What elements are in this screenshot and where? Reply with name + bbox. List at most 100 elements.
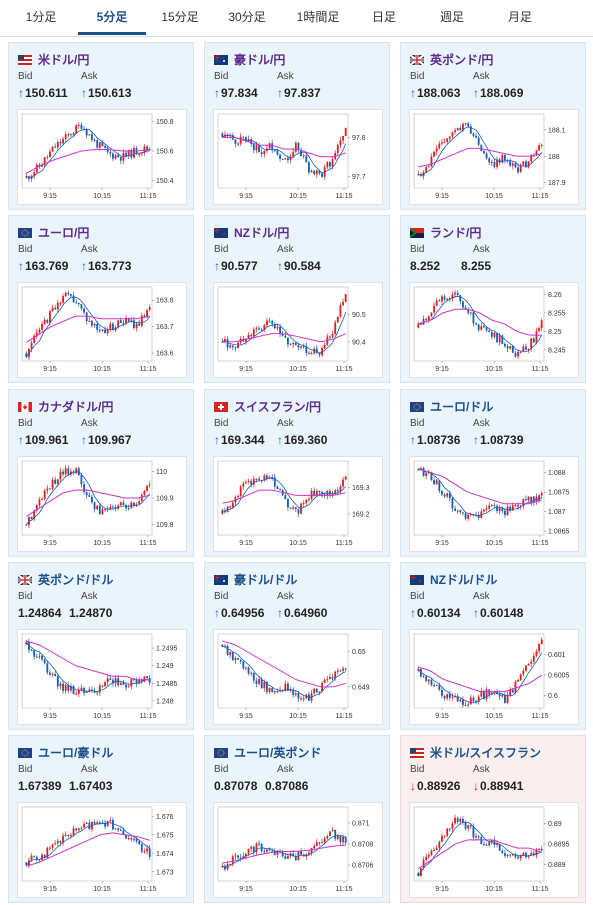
currency-pair-title[interactable]: 米ドル/円 — [18, 51, 89, 67]
rate-card[interactable]: 豪ドル/円 Bid Ask ↑97.834 ↑97.837 97.8 97.7 9:15 10:… — [204, 42, 390, 210]
candle-body — [140, 494, 143, 502]
currency-pair-title[interactable]: ユーロ/英ポンド — [214, 744, 321, 760]
candle-body — [504, 154, 506, 161]
candle-body — [540, 144, 543, 146]
candle-body — [318, 691, 321, 693]
currency-pair-title[interactable]: スイスフラン/円 — [214, 398, 321, 414]
currency-pair-title[interactable]: NZドル/円 — [214, 224, 289, 240]
mini-chart[interactable]: 1.2495 1.249 1.2485 1.248 9:15 10:15 11:15 — [17, 629, 187, 725]
currency-pair-title[interactable]: NZドル/ドル — [410, 571, 497, 587]
candle-body — [101, 509, 104, 515]
candle-body — [433, 850, 435, 852]
tab-7[interactable]: 週足 — [439, 10, 464, 24]
candle-body — [475, 836, 477, 838]
rate-card[interactable]: ユーロ/豪ドル Bid Ask 1.67389 1.67403 1.676 1.675 1.6… — [8, 735, 194, 903]
candle-body — [308, 352, 310, 354]
rate-card[interactable]: NZドル/ドル Bid Ask ↑0.60134 ↑0.60148 0.601 0.6005… — [400, 562, 586, 730]
currency-pair-title[interactable]: 米ドル/スイスフラン — [410, 744, 541, 760]
rate-card[interactable]: ユーロ/円 Bid Ask ↑163.769 ↑163.773 163.8 163.7 163… — [8, 215, 194, 383]
candle-body — [122, 502, 125, 505]
mini-chart[interactable]: 0.89 0.8895 0.889 9:15 10:15 11:15 — [409, 802, 579, 898]
currency-pair-title[interactable]: 豪ドル/円 — [214, 51, 285, 67]
candle-body — [323, 344, 326, 349]
mini-chart[interactable]: 0.65 0.649 9:15 10:15 11:15 — [213, 629, 383, 725]
currency-pair-name[interactable]: 米ドル/スイスフラン — [430, 746, 541, 760]
mini-chart[interactable]: 97.8 97.7 9:15 10:15 11:15 — [213, 109, 383, 205]
bid-price-value: 1.67389 — [18, 779, 62, 793]
currency-pair-title[interactable]: ユーロ/豪ドル — [18, 744, 113, 760]
currency-pair-name[interactable]: ユーロ/ドル — [430, 400, 494, 414]
x-tick-label: 9:15 — [239, 193, 253, 200]
currency-pair-name[interactable]: カナダドル/円 — [38, 400, 114, 414]
mini-chart[interactable]: 169.3 169.2 9:15 10:15 11:15 — [213, 456, 383, 552]
rate-card[interactable]: 米ドル/スイスフラン Bid Ask ↓0.88926 ↓0.88941 0.89 0.88… — [400, 735, 586, 903]
candle-body — [77, 302, 80, 305]
rate-card[interactable]: 豪ドル/ドル Bid Ask ↑0.64956 ↑0.64960 0.65 0.649 9:1… — [204, 562, 390, 730]
rate-card[interactable]: スイスフラン/円 Bid Ask ↑169.344 ↑169.360 169.3 169.2… — [204, 389, 390, 557]
rate-card[interactable]: 英ポンド/ドル Bid Ask 1.24864 1.24870 1.2495 1.249 1.… — [8, 562, 194, 730]
currency-pair-name[interactable]: ユーロ/円 — [38, 226, 90, 240]
candle-body — [422, 676, 425, 678]
candle-body — [315, 688, 318, 693]
currency-pair-name[interactable]: 米ドル/円 — [38, 53, 90, 67]
candle-body — [242, 661, 245, 669]
rate-card[interactable]: NZドル/円 Bid Ask ↑90.577 ↑90.584 90.5 90.4 9:15 10… — [204, 215, 390, 383]
currency-pair-name[interactable]: NZドル/ドル — [430, 573, 498, 587]
tab-5[interactable]: 1時間足 — [296, 10, 340, 24]
long-moving-average-line — [26, 832, 150, 867]
ask-price: ↑0.60148 — [473, 606, 523, 620]
candle-body — [263, 150, 266, 155]
currency-pair-name[interactable]: 英ポンド/ドル — [38, 573, 114, 587]
currency-pair-title[interactable]: ランド/円 — [410, 224, 481, 240]
candle-body — [109, 820, 112, 822]
currency-pair-name[interactable]: スイスフラン/円 — [234, 400, 321, 414]
tab-4[interactable]: 30分足 — [228, 10, 266, 24]
candle-body — [266, 681, 268, 692]
tab-8[interactable]: 月足 — [507, 10, 532, 24]
mini-chart[interactable]: 188.1 188 187.9 9:15 10:15 11:15 — [409, 109, 579, 205]
rate-card[interactable]: 米ドル/円 Bid Ask ↑150.611 ↑150.613 150.8 150.6 150… — [8, 42, 194, 210]
mini-chart[interactable]: 1.088 1.0875 1.087 1.0865 9:15 10:15 11:15 — [409, 456, 579, 552]
candle-body — [125, 317, 127, 324]
rate-card[interactable]: カナダドル/円 Bid Ask ↑109.961 ↑109.967 110 109.9 109… — [8, 389, 194, 557]
rate-card[interactable]: ランド/円 Bid Ask 8.252 8.255 8.26 8.255 8.25 8.245 9… — [400, 215, 586, 383]
candle-body — [483, 151, 485, 154]
tab-6[interactable]: 日足 — [371, 10, 396, 24]
currency-pair-title[interactable]: 英ポンド/円 — [410, 51, 493, 67]
currency-pair-name[interactable]: ランド/円 — [430, 226, 482, 240]
currency-pair-name[interactable]: ユーロ/豪ドル — [38, 746, 114, 760]
currency-pair-title[interactable]: ユーロ/円 — [18, 224, 89, 240]
currency-pair-title[interactable]: 豪ドル/ドル — [214, 571, 297, 587]
currency-pair-title[interactable]: カナダドル/円 — [18, 398, 113, 414]
mini-chart[interactable]: 8.26 8.255 8.25 8.245 9:15 10:15 11:15 — [409, 282, 579, 378]
rate-card[interactable]: ユーロ/英ポンド Bid Ask 0.87078 0.87086 0.871 0.8708 0… — [204, 735, 390, 903]
currency-pair-name[interactable]: 豪ドル/円 — [234, 53, 286, 67]
mini-chart[interactable]: 110 109.9 109.8 9:15 10:15 11:15 — [17, 456, 187, 552]
candle-body — [517, 856, 519, 859]
candle-body — [292, 151, 295, 157]
candle-body — [287, 856, 289, 859]
mini-chart[interactable]: 90.5 90.4 9:15 10:15 11:15 — [213, 282, 383, 378]
rate-card[interactable]: ユーロ/ドル Bid Ask ↑1.08736 ↑1.08739 1.088 1.0875 1… — [400, 389, 586, 557]
tab-2[interactable]: 5分足 — [78, 0, 146, 35]
currency-pair-title[interactable]: 英ポンド/ドル — [18, 571, 113, 587]
tab-1[interactable]: 1分足 — [25, 10, 57, 24]
currency-pair-name[interactable]: 豪ドル/ドル — [234, 573, 298, 587]
currency-pair-name[interactable]: 英ポンド/円 — [430, 53, 494, 67]
mini-chart[interactable]: 1.676 1.675 1.674 1.673 9:15 10:15 11:15 — [17, 802, 187, 898]
currency-pair-name[interactable]: NZドル/円 — [234, 226, 290, 240]
candle-body — [469, 312, 472, 314]
mini-chart[interactable]: 0.871 0.8708 0.8706 9:15 10:15 11:15 — [213, 802, 383, 898]
currency-pair-title[interactable]: ユーロ/ドル — [410, 398, 493, 414]
candle-body — [292, 342, 295, 345]
currency-pair-name[interactable]: ユーロ/英ポンド — [234, 746, 322, 760]
mini-chart[interactable]: 163.8 163.7 163.6 9:15 10:15 11:15 — [17, 282, 187, 378]
tab-3[interactable]: 15分足 — [161, 10, 199, 24]
candle-body — [112, 506, 114, 508]
candle-body — [112, 820, 114, 830]
mini-chart[interactable]: 0.601 0.6005 0.6 9:15 10:15 11:15 — [409, 629, 579, 725]
rate-card[interactable]: 英ポンド/円 Bid Ask ↑188.063 ↑188.069 188.1 188 187.… — [400, 42, 586, 210]
ch-flag-icon — [214, 402, 228, 412]
long-moving-average-line — [418, 308, 542, 336]
mini-chart[interactable]: 150.8 150.6 150.4 9:15 10:15 11:15 — [17, 109, 187, 205]
